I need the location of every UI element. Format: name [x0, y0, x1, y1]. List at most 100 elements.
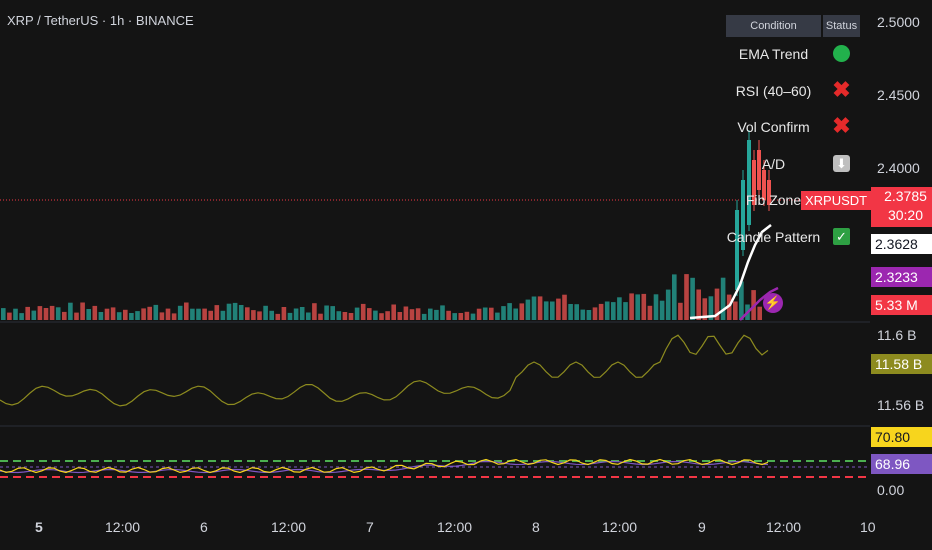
volume-bar	[214, 305, 220, 320]
volume-bar	[49, 305, 55, 320]
volume-bar	[68, 302, 73, 320]
volume-bar	[153, 304, 159, 320]
volume-bar	[489, 307, 494, 320]
volume-bar	[202, 308, 207, 320]
volume-bar	[580, 309, 586, 320]
volume-bar	[257, 311, 262, 320]
candle-body	[767, 180, 771, 205]
volume-bar	[80, 302, 85, 320]
volume-bar	[525, 299, 531, 320]
volume-bar	[458, 313, 464, 320]
volume-bar	[507, 303, 512, 320]
volume-bar	[342, 312, 348, 320]
candle-body	[752, 160, 756, 205]
volume-bar	[391, 304, 396, 320]
volume-bar	[245, 307, 250, 320]
volume-bar	[13, 308, 18, 320]
ema-line	[689, 224, 772, 320]
condition-label: Candle Pattern	[726, 228, 821, 245]
volume-bar	[92, 305, 98, 320]
vwap-line	[739, 286, 779, 321]
volume-bar	[287, 312, 293, 320]
time-axis-label: 8	[532, 519, 540, 535]
volume-bar	[348, 313, 354, 320]
volume-bar	[129, 313, 134, 320]
green-dot-icon	[833, 45, 850, 62]
volume-bar	[373, 310, 378, 320]
candle-body	[741, 180, 745, 250]
volume-bar	[1, 308, 6, 320]
ema-value-tag: 2.3628	[871, 234, 932, 254]
condition-label: EMA Trend	[738, 46, 809, 62]
down-arrow-icon: ⬇	[833, 154, 850, 172]
volume-bar	[196, 308, 201, 320]
volume-bar	[226, 303, 232, 320]
volume-bar	[379, 313, 384, 320]
volume-bar	[574, 304, 579, 320]
table-row: RSI (40–60) ✖	[726, 74, 860, 111]
table-row: Fib Zone	[726, 183, 860, 220]
volume-bar	[330, 306, 335, 320]
obv-line	[0, 334, 769, 407]
volume-bar	[74, 312, 79, 320]
volume-bar	[123, 309, 128, 320]
volume-bar	[360, 303, 366, 320]
volume-bar	[611, 302, 616, 320]
volume-bar	[586, 310, 592, 320]
rsi-line	[0, 458, 769, 474]
status-table: Condition Status EMA Trend RSI (40–60) ✖…	[726, 15, 860, 257]
volume-bar	[269, 310, 274, 320]
volume-bar	[592, 307, 598, 320]
volume-bar	[190, 308, 195, 320]
volume-bar	[318, 313, 323, 320]
obv-axis-tick: 11.56 B	[877, 397, 925, 413]
volume-bar	[659, 300, 665, 320]
volume-bar	[184, 302, 189, 320]
volume-bar	[403, 306, 409, 320]
volume-bar	[720, 277, 726, 320]
volume-bar	[98, 312, 104, 320]
volume-bar	[434, 309, 439, 320]
volume-bar	[665, 289, 671, 320]
vwap-value-tag: 2.3233	[871, 267, 932, 287]
volume-bar	[647, 305, 653, 320]
condition-label: Vol Confirm	[737, 119, 810, 136]
volume-bar	[116, 312, 122, 320]
volume-bar	[141, 308, 146, 320]
volume-bar	[25, 306, 30, 320]
volume-bar	[306, 312, 311, 320]
table-row: Candle Pattern ✓	[726, 220, 860, 257]
volume-bar	[421, 313, 427, 320]
volume-bar	[726, 294, 732, 320]
volume-bar	[37, 306, 43, 320]
rsi-value-tag: 70.80	[871, 427, 932, 447]
time-axis-label: 12:00	[271, 519, 307, 535]
volume-bar	[299, 307, 305, 320]
volume-bar	[263, 305, 268, 320]
time-axis-label: 7	[366, 519, 374, 535]
chart-canvas[interactable]	[0, 0, 870, 510]
volume-bar	[232, 302, 238, 320]
volume-bar	[7, 312, 12, 320]
candles	[735, 130, 771, 296]
condition-label: A/D	[761, 155, 786, 172]
price-axis-tick: 2.5000	[877, 14, 920, 30]
volume-bar	[678, 302, 683, 320]
symbol-title: XRP / TetherUS · 1h · BINANCE	[7, 13, 194, 28]
table-row: EMA Trend	[726, 37, 860, 74]
rsi-axis-tick: 0.00	[877, 482, 905, 498]
table-row: Vol Confirm ✖	[726, 110, 860, 147]
volume-bars	[1, 274, 762, 320]
volume-bar	[43, 308, 49, 320]
volume-bar	[495, 312, 500, 320]
volume-bar	[452, 313, 457, 320]
time-axis-label: 9	[698, 519, 706, 535]
red-x-icon: ✖	[832, 113, 851, 139]
volume-bar	[324, 305, 329, 320]
lightning-icon[interactable]: ⚡	[763, 293, 783, 313]
volume-bar	[470, 313, 476, 320]
volume-bar	[208, 310, 213, 320]
volume-bar	[31, 310, 37, 320]
volume-bar	[415, 308, 421, 320]
candle-body	[747, 140, 751, 225]
